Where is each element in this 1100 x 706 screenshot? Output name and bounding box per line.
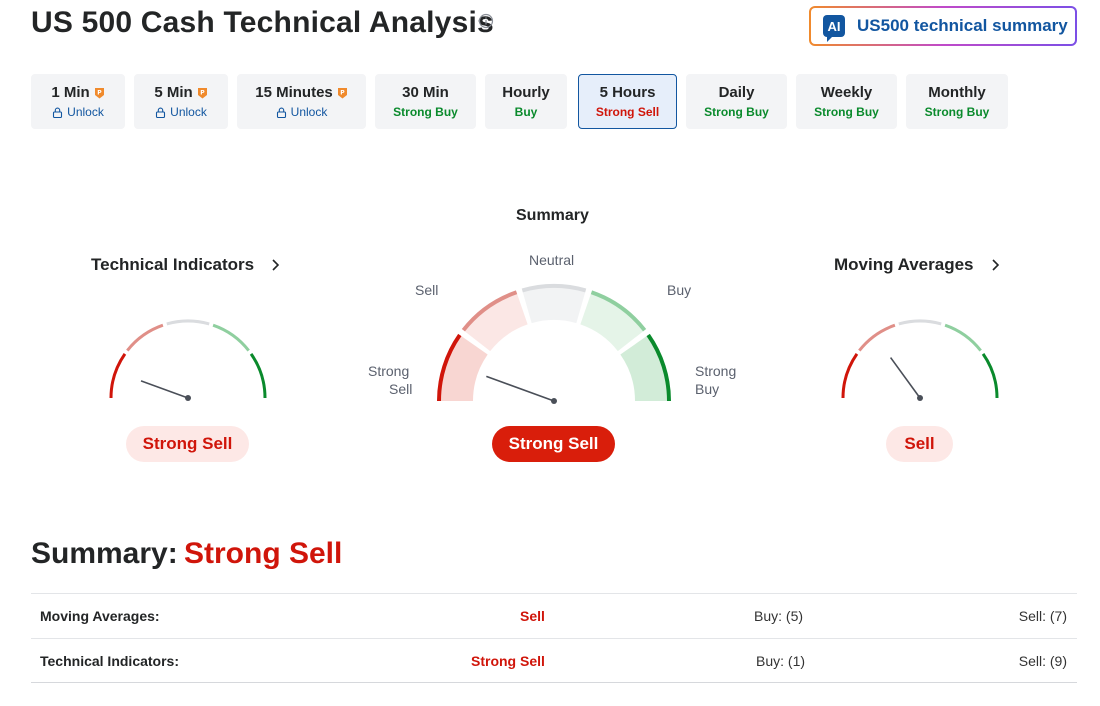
pro-icon: P (337, 87, 347, 98)
tab-signal: Strong Buy (393, 105, 458, 119)
lock-icon (276, 107, 286, 118)
neutral-segment (898, 319, 942, 326)
strong-sell-segment (841, 352, 859, 399)
tab-label: 5 Hours (599, 84, 656, 101)
svg-text:P: P (340, 89, 345, 96)
tab-1-min[interactable]: 1 Min P Unlock (31, 74, 125, 129)
row-name: Technical Indicators: (40, 653, 179, 669)
tab-15-minutes[interactable]: 15 Minutes P Unlock (237, 74, 366, 129)
buy-segment (212, 323, 250, 352)
svg-text:P: P (200, 89, 205, 96)
gauge-needle (140, 380, 189, 399)
buy-segment-fill (580, 292, 645, 352)
tab-signal: Buy (514, 105, 538, 119)
tab-label: 15 Minutes (255, 84, 333, 101)
page-title: US 500 Cash Technical Analysis (31, 6, 494, 39)
sell-segment (858, 323, 896, 352)
ai-badge-icon: AI (823, 15, 845, 42)
summary-result: Strong Sell (492, 426, 615, 462)
strong-sell-segment (437, 333, 462, 402)
tab-signal: Strong Sell (595, 105, 660, 119)
pro-icon: P (197, 87, 207, 98)
tab-label: Hourly (502, 84, 550, 101)
strong-buy-segment (249, 352, 267, 399)
row-sell-count: Sell: (9) (1018, 653, 1067, 669)
tab-daily[interactable]: Daily Strong Buy (686, 74, 787, 129)
neutral-segment-fill (522, 286, 586, 324)
gauge-label-sell: Sell (415, 282, 439, 298)
row-sell-count: Sell: (7) (1018, 608, 1067, 624)
gauge-label-strong-sell-1: Strong (368, 363, 410, 379)
tab-signal: Strong Buy (924, 105, 990, 119)
gauge-label-strong-buy-2: Buy (695, 381, 720, 397)
row-status: Strong Sell (471, 653, 545, 669)
tab-weekly[interactable]: Weekly Strong Buy (796, 74, 897, 129)
gauge-hub (917, 395, 923, 401)
gauge-hub (551, 398, 557, 404)
sell-segment-fill (463, 292, 528, 352)
buy-segment (590, 290, 647, 332)
tab-30-min[interactable]: 30 Min Strong Buy (375, 74, 476, 129)
table-row: Technical Indicators: Strong Sell Buy: (… (31, 638, 1077, 683)
tab-monthly[interactable]: Monthly Strong Buy (906, 74, 1008, 129)
gauge-label-neutral: Neutral (529, 252, 575, 268)
summary-gauge-title: Summary (516, 207, 589, 224)
gauge-label-strong-buy-1: Strong (695, 363, 737, 379)
moving-averages-result: Sell (886, 426, 953, 462)
ai-technical-summary-button[interactable]: AI US500 technical summary (809, 6, 1077, 46)
table-row: Moving Averages: Sell Buy: (5) Sell: (7) (31, 593, 1077, 638)
tab-5-min[interactable]: 5 Min P Unlock (134, 74, 228, 129)
strong-sell-segment (109, 352, 127, 399)
tab-label: 1 Min (51, 84, 90, 101)
strong-buy-segment (646, 333, 671, 402)
lock-icon (53, 107, 63, 118)
tab-signal: Strong Buy (704, 105, 769, 119)
moving-averages-gauge (841, 319, 999, 401)
svg-text:P: P (97, 89, 102, 96)
gauge-needle (889, 357, 921, 399)
tab-label: Monthly (928, 84, 986, 101)
technical-indicators-result: Strong Sell (126, 426, 249, 462)
tab-hourly[interactable]: Hourly Buy (485, 74, 567, 129)
gauge-label-strong-sell-2: Sell (389, 381, 413, 397)
gauge-needle (486, 375, 555, 402)
lock-icon (156, 107, 166, 118)
chevron-right-icon[interactable] (270, 258, 280, 272)
buy-segment (944, 323, 982, 352)
chevron-right-icon[interactable] (990, 258, 1000, 272)
ai-button-label: US500 technical summary (857, 16, 1068, 35)
summary-heading: Summary: (31, 537, 178, 570)
gauge-label-buy: Buy (667, 282, 692, 298)
tab-unlock-label: Unlock (170, 105, 207, 119)
tab-5-hours[interactable]: 5 Hours Strong Sell (578, 74, 677, 129)
row-status: Sell (520, 608, 545, 624)
pro-icon: P (94, 87, 104, 98)
sell-segment (126, 323, 164, 352)
strong-sell-segment-fill (439, 335, 488, 401)
tab-label: Daily (718, 84, 755, 101)
tab-signal: Strong Buy (814, 105, 879, 119)
tab-label: 5 Min (154, 84, 193, 101)
tab-label: 30 Min (402, 84, 449, 101)
summary-gauge (437, 283, 671, 404)
tab-unlock-label: Unlock (67, 105, 104, 119)
info-icon[interactable] (478, 13, 494, 29)
sell-segment (461, 290, 518, 332)
neutral-segment (166, 319, 210, 326)
row-buy-count: Buy: (5) (754, 608, 804, 624)
tab-label: Weekly (820, 84, 873, 101)
technical-indicators-title[interactable]: Technical Indicators (91, 255, 255, 274)
tab-unlock-label: Unlock (290, 105, 328, 119)
row-name: Moving Averages: (40, 608, 160, 624)
neutral-segment (521, 283, 587, 293)
gauge-hub (185, 395, 191, 401)
technical-indicators-gauge (109, 319, 267, 401)
strong-buy-segment (981, 352, 999, 399)
row-buy-count: Buy: (1) (756, 653, 806, 669)
summary-table: Moving Averages: Sell Buy: (5) Sell: (7)… (31, 593, 1077, 683)
moving-averages-title[interactable]: Moving Averages (834, 255, 974, 274)
strong-buy-segment-fill (620, 335, 669, 401)
summary-value: Strong Sell (184, 537, 343, 570)
